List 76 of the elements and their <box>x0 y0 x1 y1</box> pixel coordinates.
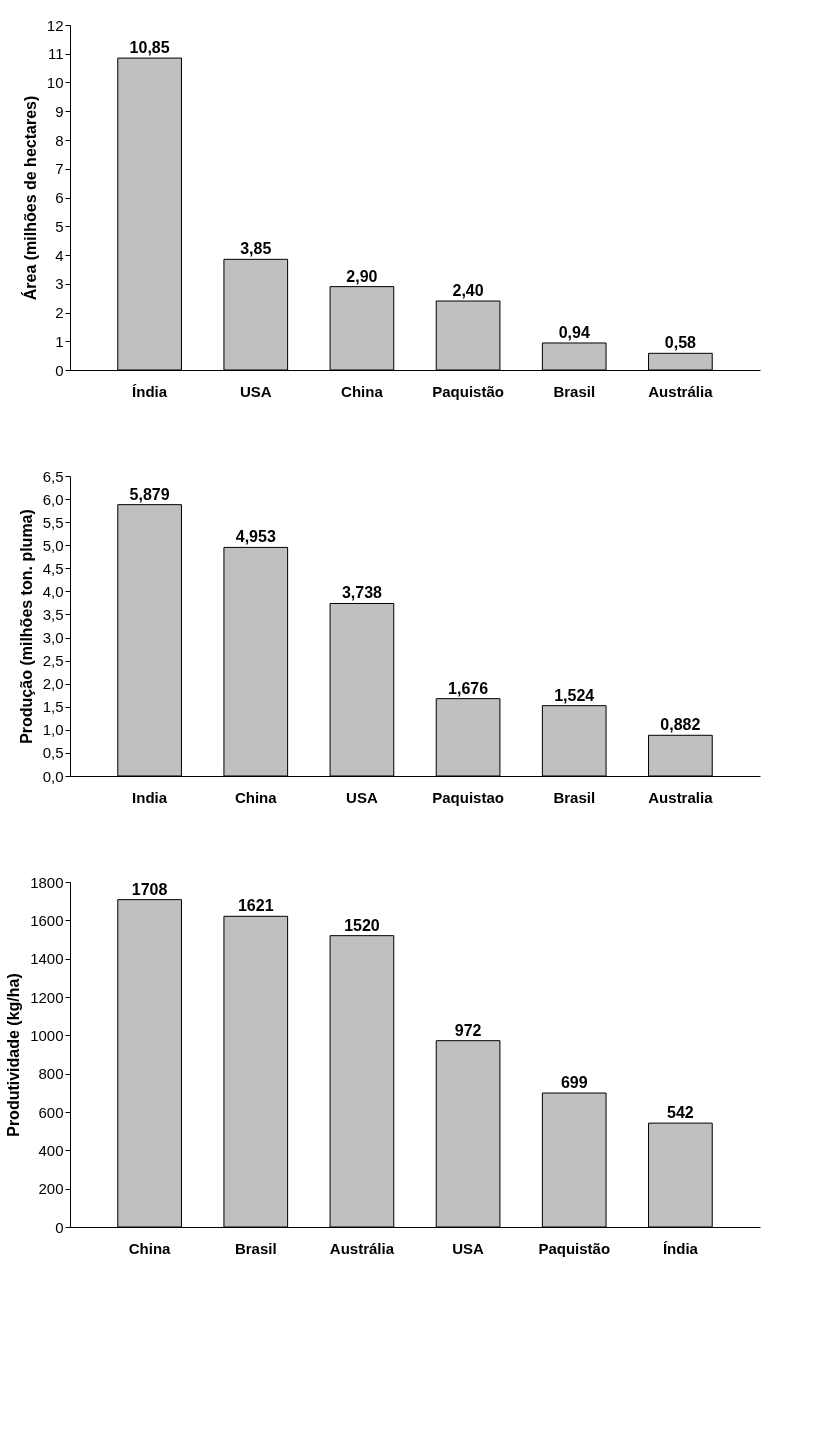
x-tick-label: Brasil <box>553 788 596 806</box>
y-tick-label: 2 <box>55 304 64 321</box>
x-tick-label: Brasil <box>234 1239 277 1257</box>
data-label: 5,879 <box>129 485 170 503</box>
x-tick-label: India <box>132 788 168 806</box>
x-tick-label: USA <box>452 1239 485 1257</box>
y-tick-label: 400 <box>38 1141 64 1159</box>
y-axis-title: Área (milhões de hectares) <box>20 95 39 301</box>
data-label: 1708 <box>131 880 168 898</box>
data-label: 3,85 <box>240 240 272 258</box>
y-tick-label: 1,0 <box>42 721 64 739</box>
y-tick-label: 9 <box>55 102 64 120</box>
y-axis-title: Produção (milhões ton. pluma) <box>17 509 35 744</box>
x-tick-label: Paquistão <box>432 382 504 400</box>
x-tick-label: Paquistao <box>432 788 504 806</box>
data-label: 10,85 <box>129 39 170 57</box>
data-label: 1,676 <box>448 679 489 697</box>
x-tick-label: China <box>234 788 278 806</box>
y-tick-label: 11 <box>47 45 64 63</box>
y-tick-label: 10 <box>46 74 64 91</box>
x-tick-label: Paquistão <box>538 1239 611 1257</box>
x-tick-label: Austrália <box>648 382 714 400</box>
x-tick-label: USA <box>346 788 378 806</box>
y-tick-label: 12 <box>46 16 64 34</box>
data-label: 0,58 <box>664 334 697 352</box>
y-tick-label: 1600 <box>30 911 64 929</box>
y-tick-label: 0 <box>55 1218 64 1236</box>
y-tick-label: 5,0 <box>42 536 64 554</box>
y-tick-label: 1400 <box>30 950 64 968</box>
x-tick-label: Índia <box>662 1239 699 1257</box>
y-tick-label: 6,5 <box>42 467 64 485</box>
y-tick-label: 0 <box>55 361 64 379</box>
data-label: 3,738 <box>341 584 383 602</box>
x-tick-label: Australia <box>648 788 714 806</box>
y-tick-label: 800 <box>38 1065 64 1083</box>
data-label: 0,94 <box>558 323 590 341</box>
data-label: 972 <box>454 1021 482 1039</box>
x-tick-label: Brasil <box>553 382 596 400</box>
y-tick-label: 1 <box>55 332 64 350</box>
y-tick-label: 600 <box>38 1103 64 1121</box>
y-tick-label: 6 <box>55 189 64 206</box>
x-tick-label: Austrália <box>329 1239 395 1257</box>
y-tick-label: 4,0 <box>42 582 64 600</box>
x-tick-label: Índia <box>132 382 168 400</box>
data-label: 699 <box>560 1074 588 1092</box>
y-tick-label: 7 <box>55 160 64 178</box>
y-tick-label: 0,5 <box>42 744 64 762</box>
data-label: 1,524 <box>554 686 595 704</box>
data-label: 4,953 <box>235 528 276 546</box>
y-tick-label: 2,5 <box>42 652 64 670</box>
y-tick-label: 4 <box>55 246 64 264</box>
y-tick-label: 1000 <box>30 1026 64 1044</box>
y-tick-label: 5,5 <box>42 513 64 531</box>
y-tick-label: 0,0 <box>42 767 64 785</box>
y-tick-label: 2,0 <box>42 675 64 693</box>
y-tick-label: 5 <box>55 217 64 235</box>
data-label: 2,90 <box>346 267 378 285</box>
y-tick-label: 1800 <box>30 873 64 891</box>
x-tick-label: China <box>128 1239 172 1257</box>
data-label: 0,882 <box>660 716 701 734</box>
data-label: 542 <box>667 1104 694 1122</box>
y-tick-label: 1,5 <box>42 698 64 716</box>
y-tick-label: 3 <box>55 275 64 293</box>
y-tick-label: 6,0 <box>42 490 64 508</box>
data-label: 2,40 <box>452 282 484 299</box>
y-tick-label: 3,5 <box>42 605 64 623</box>
y-tick-label: 1200 <box>30 988 64 1006</box>
data-label: 1621 <box>237 897 274 915</box>
y-tick-label: 8 <box>55 131 64 149</box>
y-axis-title: Produtividade (kg/ha) <box>5 973 23 1137</box>
x-tick-label: China <box>341 382 384 400</box>
y-tick-label: 3,0 <box>42 629 64 647</box>
x-tick-label: USA <box>239 382 272 400</box>
y-tick-label: 200 <box>38 1180 64 1198</box>
data-label: 1520 <box>344 916 380 934</box>
y-tick-label: 4,5 <box>42 559 64 577</box>
